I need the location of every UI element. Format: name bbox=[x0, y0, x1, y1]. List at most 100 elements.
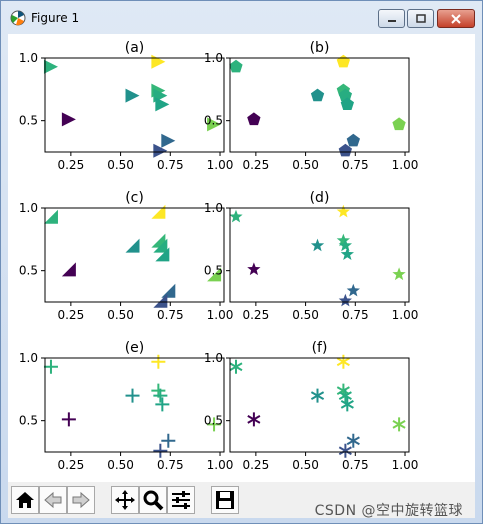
zoom-button[interactable] bbox=[139, 486, 167, 514]
close-button[interactable] bbox=[437, 9, 475, 28]
scatter-point bbox=[155, 397, 170, 412]
x-tick-label: 0.50 bbox=[107, 458, 134, 472]
scatter-point bbox=[336, 204, 350, 218]
scatter-point bbox=[392, 267, 406, 281]
subplot-title: (f) bbox=[312, 340, 328, 356]
y-tick-label: 0.5 bbox=[19, 414, 38, 428]
x-tick-label: 0.75 bbox=[157, 158, 184, 172]
forward-icon bbox=[72, 491, 90, 509]
x-tick-label: 1.00 bbox=[207, 458, 234, 472]
figure-canvas[interactable]: (a) 0.25 0.50 0.75 1.00 0.5 1.0 (b) 0.25 0.50 0.75… bbox=[8, 34, 475, 519]
scatter-point bbox=[340, 247, 354, 260]
matplotlib-app-icon bbox=[10, 10, 26, 26]
scatter-point bbox=[207, 267, 222, 282]
scatter-point bbox=[151, 354, 166, 369]
y-tick-label: 1.0 bbox=[19, 51, 38, 65]
y-tick-label: 1.0 bbox=[204, 51, 223, 65]
scatter-point bbox=[61, 262, 76, 277]
axes-frame bbox=[44, 207, 225, 303]
x-tick-label: 0.50 bbox=[107, 158, 134, 172]
scatter-point bbox=[229, 59, 243, 73]
y-tick-label: 0.5 bbox=[19, 114, 38, 128]
scatter-point bbox=[392, 417, 406, 432]
y-tick-label: 1.0 bbox=[204, 351, 223, 365]
scatter-point bbox=[229, 359, 243, 374]
scatter-point bbox=[310, 238, 325, 252]
zoom-icon bbox=[143, 490, 164, 511]
y-tick-label: 1.0 bbox=[204, 201, 223, 215]
scatter-point bbox=[310, 388, 325, 403]
scatter-point bbox=[155, 247, 170, 262]
x-tick-label: 0.50 bbox=[107, 308, 134, 322]
scatter-point bbox=[151, 54, 166, 69]
home-button[interactable] bbox=[11, 486, 39, 514]
scatter-point bbox=[346, 283, 360, 297]
scatter-point bbox=[336, 54, 350, 68]
x-tick-label: 0.75 bbox=[157, 458, 184, 472]
subplot-title: (a) bbox=[125, 40, 145, 56]
subplot-a: (a) 0.25 0.50 0.75 1.00 0.5 1.0 bbox=[19, 40, 233, 172]
x-tick-label: 0.25 bbox=[242, 308, 269, 322]
configure-subplots-icon bbox=[172, 491, 190, 509]
scatter-point bbox=[155, 97, 170, 112]
y-tick-label: 1.0 bbox=[19, 351, 38, 365]
x-tick-label: 0.25 bbox=[57, 458, 84, 472]
close-icon bbox=[451, 13, 461, 24]
scatter-point bbox=[153, 238, 168, 253]
configure-subplots-button[interactable] bbox=[167, 486, 195, 514]
save-icon bbox=[216, 491, 234, 509]
window-title: Figure 1 bbox=[31, 11, 80, 25]
x-tick-label: 1.00 bbox=[392, 308, 419, 322]
axes-frame bbox=[229, 57, 410, 153]
minimize-icon bbox=[387, 19, 396, 22]
scatter-point bbox=[161, 433, 176, 448]
x-tick-label: 0.25 bbox=[242, 458, 269, 472]
x-tick-label: 0.75 bbox=[342, 158, 369, 172]
scatter-point bbox=[340, 397, 354, 412]
scatter-point bbox=[153, 143, 168, 158]
scatter-point bbox=[151, 204, 166, 219]
x-tick-label: 1.00 bbox=[392, 458, 419, 472]
y-tick-label: 1.0 bbox=[19, 201, 38, 215]
scatter-point bbox=[247, 412, 261, 427]
axes-frame bbox=[229, 357, 410, 453]
x-tick-label: 0.75 bbox=[342, 458, 369, 472]
x-tick-label: 0.25 bbox=[57, 158, 84, 172]
y-tick-label: 0.5 bbox=[204, 414, 223, 428]
scatter-point bbox=[43, 359, 58, 374]
axes-frame bbox=[44, 57, 225, 153]
x-tick-label: 0.50 bbox=[292, 458, 319, 472]
scatter-point bbox=[207, 117, 222, 132]
subplot-title: (d) bbox=[310, 190, 330, 206]
scatter-point bbox=[346, 433, 360, 448]
navigation-toolbar bbox=[8, 482, 475, 518]
scatter-point bbox=[340, 97, 354, 110]
forward-button[interactable] bbox=[67, 486, 95, 514]
scatter-point bbox=[153, 388, 168, 403]
scatter-point bbox=[153, 293, 168, 308]
maximize-icon bbox=[415, 14, 426, 23]
save-button[interactable] bbox=[211, 486, 239, 514]
scatter-point bbox=[247, 262, 261, 276]
subplot-title: (b) bbox=[310, 40, 330, 56]
back-button[interactable] bbox=[39, 486, 67, 514]
x-tick-label: 1.00 bbox=[392, 158, 419, 172]
scatter-point bbox=[125, 388, 140, 403]
scatter-point bbox=[61, 412, 76, 427]
minimize-button[interactable] bbox=[378, 9, 405, 28]
scatter-point bbox=[153, 443, 168, 458]
subplot-title: (e) bbox=[125, 340, 145, 356]
scatter-point bbox=[336, 233, 350, 247]
scatter-point bbox=[43, 59, 58, 74]
subplot-e: (e) 0.25 0.50 0.75 1.00 0.5 1.0 bbox=[19, 340, 233, 472]
x-tick-label: 0.50 bbox=[292, 308, 319, 322]
y-tick-label: 0.5 bbox=[19, 264, 38, 278]
scatter-point bbox=[338, 238, 352, 252]
subplot-c: (c) 0.25 0.50 0.75 1.00 0.5 1.0 bbox=[19, 190, 233, 322]
scatter-point bbox=[125, 88, 140, 103]
maximize-button[interactable] bbox=[407, 9, 434, 28]
title-bar[interactable]: Figure 1 bbox=[1, 1, 482, 34]
pan-button[interactable] bbox=[111, 486, 139, 514]
scatter-point bbox=[338, 143, 352, 157]
